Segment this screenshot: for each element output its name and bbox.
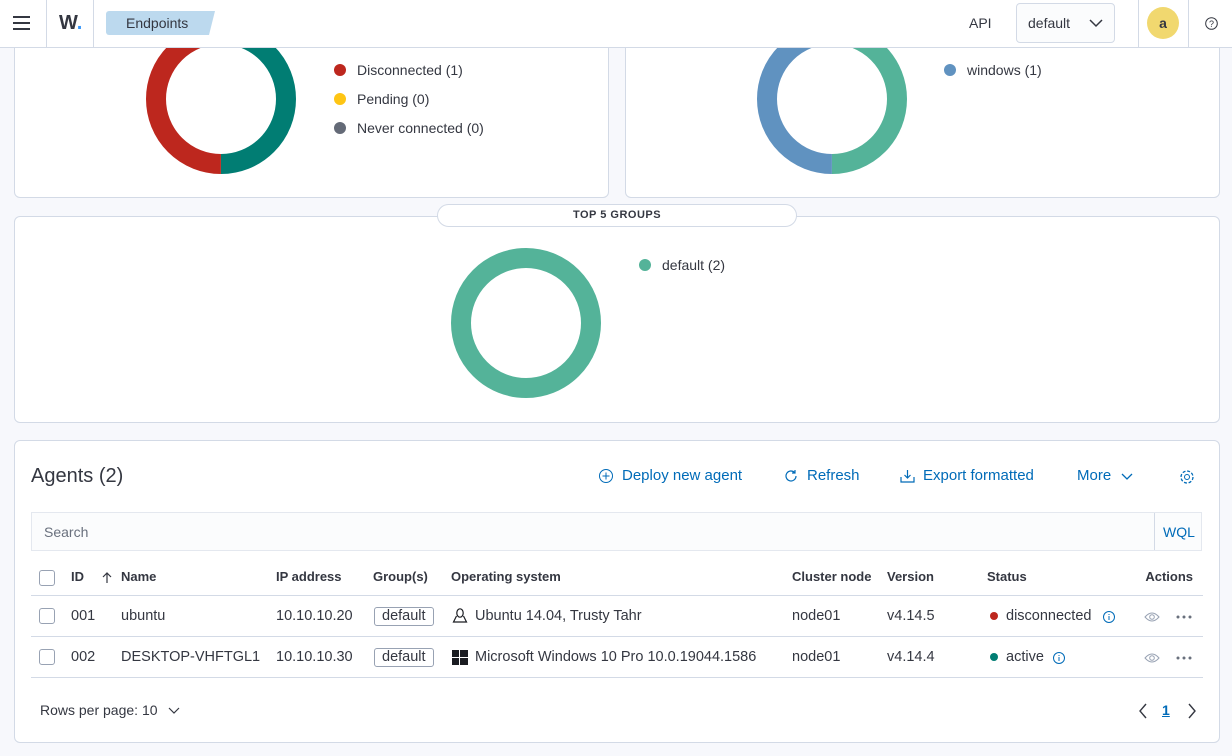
help-button[interactable]: ?	[1205, 17, 1218, 30]
column-header: IP address	[276, 569, 342, 584]
cell-group: default	[374, 607, 434, 626]
cell-os: Microsoft Windows 10 Pro 10.0.19044.1586	[475, 649, 757, 665]
legend-dot	[334, 122, 346, 134]
header: W. Endpoints API default a ?	[0, 0, 1232, 48]
status-dot	[990, 612, 998, 620]
donut	[451, 248, 601, 398]
legend-label: default (2)	[662, 257, 726, 273]
menu-button[interactable]	[13, 15, 31, 31]
cell-cluster: node01	[792, 608, 841, 624]
column-header: ID	[71, 569, 84, 584]
column-header: Operating system	[451, 569, 561, 584]
column-header: Group(s)	[373, 569, 428, 584]
checkbox[interactable]	[39, 608, 55, 624]
wql-divider	[1154, 513, 1155, 550]
page-number[interactable]: 1	[1162, 702, 1170, 718]
row-divider	[31, 636, 1203, 637]
avatar[interactable]: a	[1147, 7, 1179, 39]
cell-os: Ubuntu 14.04, Trusty Tahr	[475, 608, 642, 624]
select-value: default	[1028, 15, 1071, 31]
status-dot	[990, 653, 998, 661]
legend-label: Pending (0)	[357, 91, 430, 107]
cell-name: DESKTOP-VHFTGL1	[121, 649, 261, 665]
os-icon	[452, 608, 468, 623]
legend-dot	[944, 64, 956, 76]
api-link[interactable]: API	[969, 15, 992, 31]
cell-ip: 10.10.10.30	[276, 649, 353, 665]
agents-title: Agents (2)	[31, 465, 124, 487]
cell-cluster: node01	[792, 649, 841, 665]
cell-name: ubuntu	[121, 608, 166, 624]
column-header: Cluster node	[792, 569, 872, 584]
view-button[interactable]	[1144, 651, 1160, 667]
sort-arrow	[102, 572, 112, 583]
cell-id: 001	[71, 608, 96, 624]
groups-card	[14, 216, 1220, 423]
legend-label: Disconnected (1)	[357, 62, 463, 78]
more-button[interactable]	[1176, 610, 1192, 626]
row-divider	[31, 677, 1203, 678]
cell-id: 002	[71, 649, 96, 665]
divider	[93, 0, 94, 47]
cell-version: v4.14.5	[887, 608, 935, 624]
more-chevron	[1121, 473, 1133, 480]
view-button[interactable]	[1144, 610, 1160, 626]
agents-card: Agents (2) Deploy new agent Refresh Export …	[14, 440, 1220, 743]
wql-button[interactable]: WQL	[1163, 524, 1195, 540]
cell-group: default	[374, 648, 434, 667]
checkbox[interactable]	[39, 570, 55, 586]
more-button[interactable]	[1176, 651, 1192, 667]
action-button[interactable]: Deploy new agent	[622, 467, 743, 484]
divider	[1138, 0, 1139, 47]
legend-dot	[334, 93, 346, 105]
action-icon	[900, 470, 915, 483]
settings-button[interactable]	[1179, 469, 1195, 485]
column-header: Name	[121, 569, 157, 584]
logo[interactable]: W.	[59, 12, 83, 34]
search-placeholder: Search	[44, 524, 89, 540]
breadcrumb-bg	[106, 11, 215, 35]
action-icon	[599, 469, 613, 483]
info-icon	[1053, 652, 1065, 664]
donut-segment	[451, 248, 601, 398]
os-icon	[452, 650, 468, 665]
legend-label: Never connected (0)	[357, 120, 484, 136]
action-button[interactable]: Refresh	[807, 467, 860, 484]
prev-page[interactable]	[1137, 703, 1153, 719]
cell-status: active	[1006, 649, 1044, 665]
rows-chevron	[168, 707, 180, 714]
api-select[interactable]: default	[1016, 3, 1115, 43]
os-card	[625, 40, 1220, 198]
legend-dot	[334, 64, 346, 76]
search-box[interactable]: Search WQL	[31, 512, 1202, 551]
groups-title: TOP 5 GROUPS	[437, 204, 797, 227]
info-icon	[1103, 611, 1115, 623]
checkbox[interactable]	[39, 649, 55, 665]
column-header: Status	[987, 569, 1027, 584]
rows-per-page[interactable]: Rows per page: 10	[40, 702, 158, 718]
status-card	[14, 40, 609, 198]
column-header: Actions	[1145, 569, 1193, 584]
row-divider	[31, 595, 1203, 596]
breadcrumb[interactable]: Endpoints	[126, 15, 189, 31]
action-button[interactable]: Export formatted	[923, 467, 1034, 484]
divider	[1188, 0, 1189, 47]
action-icon	[785, 470, 797, 482]
cell-version: v4.14.4	[887, 649, 935, 665]
legend-label: windows (1)	[967, 62, 1042, 78]
column-header: Version	[887, 569, 934, 584]
chevron	[1089, 19, 1103, 28]
svg-text:?: ?	[1209, 19, 1214, 29]
cell-ip: 10.10.10.20	[276, 608, 353, 624]
action-button[interactable]: More	[1077, 467, 1112, 484]
legend-dot	[639, 259, 651, 271]
divider	[46, 0, 47, 47]
cell-status: disconnected	[1006, 608, 1092, 624]
next-page[interactable]	[1186, 703, 1202, 719]
